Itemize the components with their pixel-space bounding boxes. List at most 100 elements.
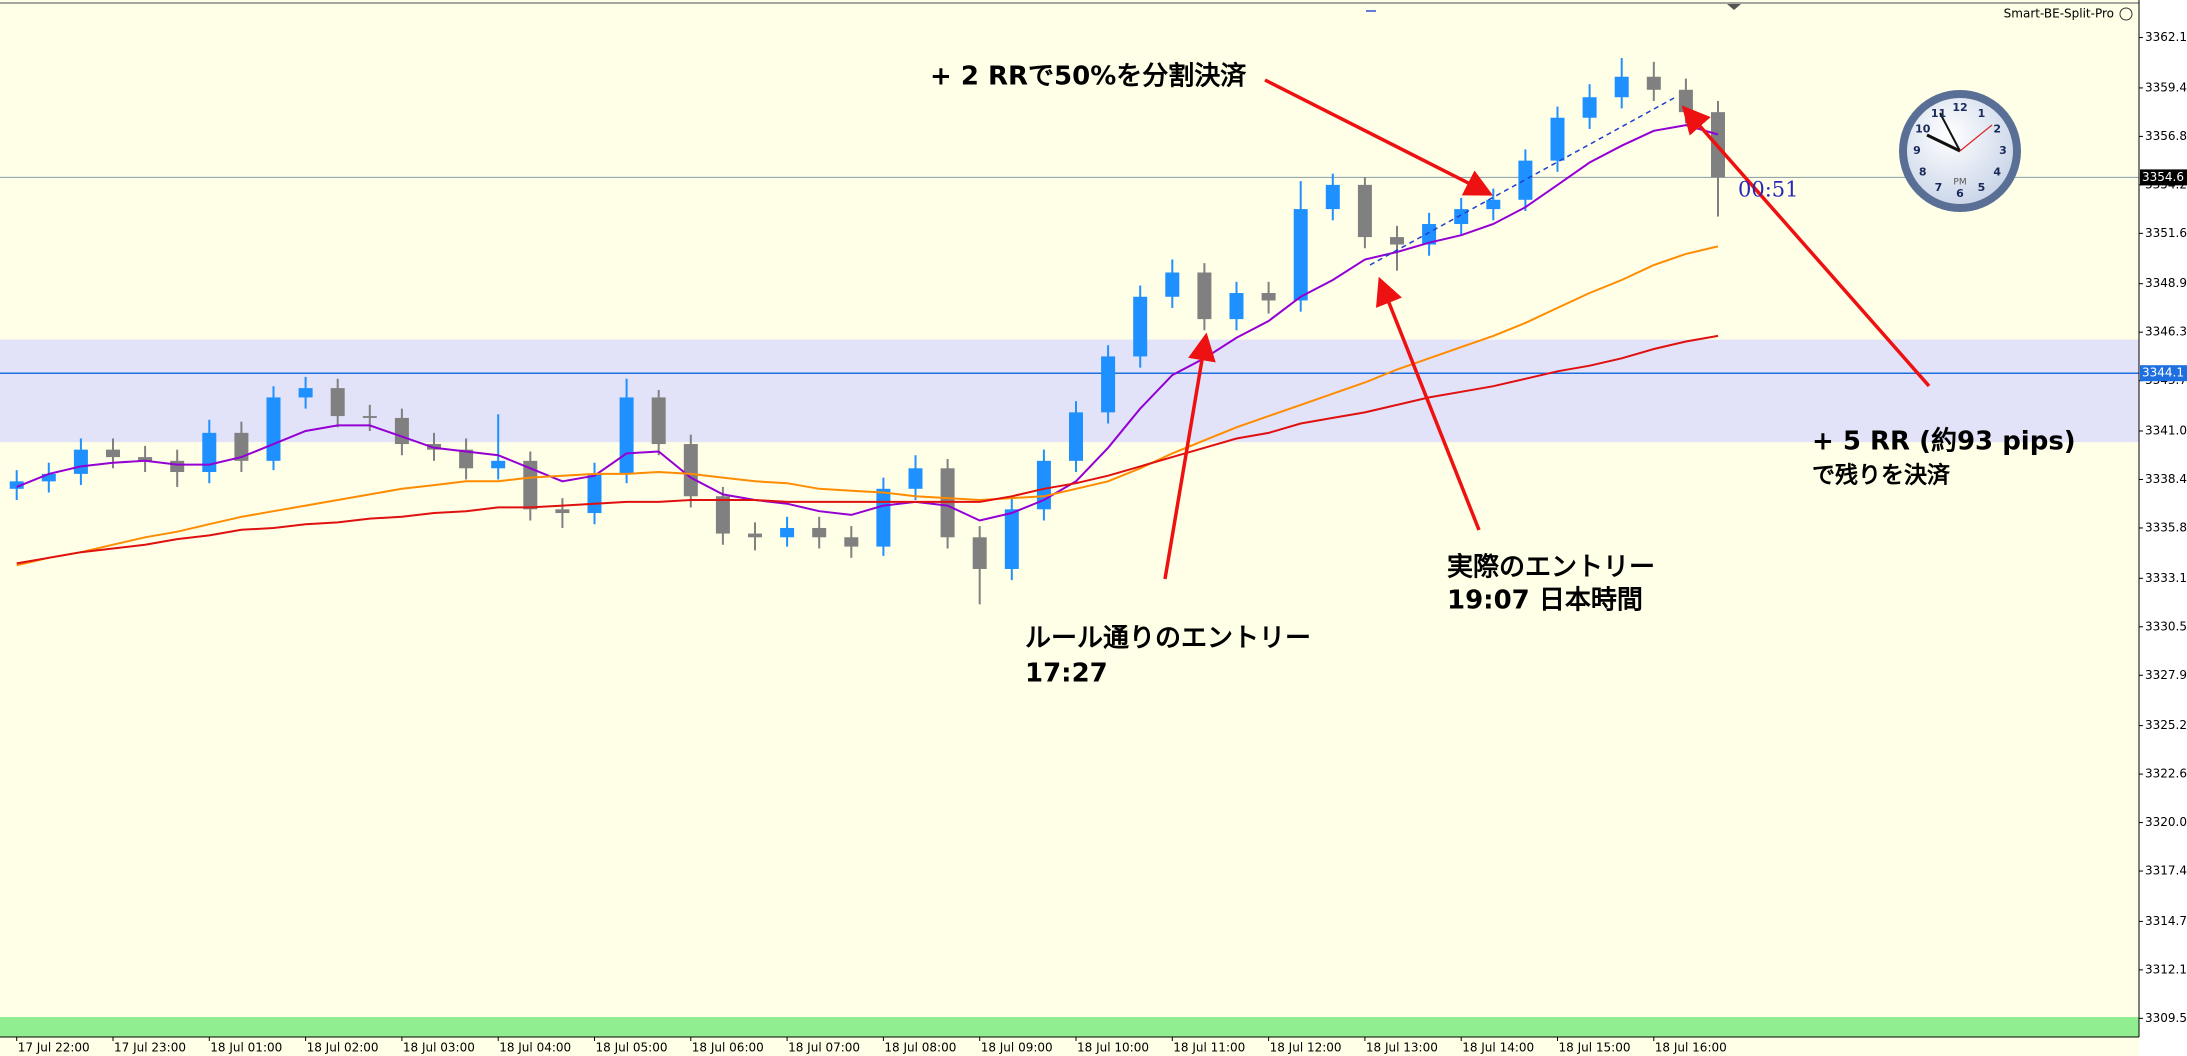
clock-number: 10	[1915, 123, 1931, 136]
candle-body	[619, 397, 634, 474]
ea-label: Smart-BE-Split-Pro	[2004, 7, 2114, 21]
clock-number: 4	[1993, 166, 2001, 179]
clock-number: 9	[1913, 144, 1921, 157]
annotation: で残りを決済	[1812, 462, 1951, 489]
candle-body	[555, 509, 570, 514]
x-tick-label: 18 Jul 09:00	[981, 1041, 1053, 1055]
arrow	[1163, 332, 1216, 580]
candle-body	[1646, 76, 1661, 90]
candle-body	[491, 460, 506, 469]
annotation: 19:07 日本時間	[1447, 586, 1643, 616]
x-tick-label: 18 Jul 13:00	[1366, 1041, 1438, 1055]
x-tick-label: 18 Jul 15:00	[1559, 1041, 1631, 1055]
level-label: 3344.1	[2142, 366, 2184, 380]
bid-label-bg	[2140, 169, 2187, 186]
candle-body	[1518, 160, 1533, 200]
candle-body	[1422, 224, 1437, 245]
clock-number: 12	[1952, 101, 1967, 114]
y-tick-label: 3341.0	[2145, 423, 2187, 437]
annotation: ルール通りのエントリー	[1025, 624, 1311, 654]
candle-body	[1454, 209, 1469, 225]
y-tick-label: 3317.4	[2145, 864, 2187, 878]
level-label-bg	[2140, 365, 2187, 382]
clock-number: 8	[1919, 166, 1927, 179]
clock-number: 11	[1931, 107, 1946, 120]
y-tick-label: 3351.6	[2145, 226, 2187, 240]
moving-average	[16, 124, 1719, 522]
y-tick-label: 3359.4	[2145, 80, 2187, 94]
moving-average	[16, 334, 1719, 565]
candle-body	[1325, 184, 1340, 210]
bar-timer: 00:51	[1738, 178, 1799, 202]
candle-body	[234, 432, 249, 461]
clock-number: 2	[1993, 123, 2001, 136]
candle-body	[330, 388, 345, 417]
annotation: 実際のエントリー	[1447, 552, 1655, 583]
x-tick-label: 18 Jul 04:00	[499, 1041, 571, 1055]
x-tick-label: 18 Jul 11:00	[1173, 1041, 1245, 1055]
x-tick-label: 18 Jul 01:00	[210, 1041, 282, 1055]
candle-body	[394, 417, 409, 445]
trade-line	[1369, 97, 1675, 266]
y-tick-label: 3327.9	[2145, 668, 2187, 682]
y-tick-label: 3338.4	[2145, 472, 2187, 486]
y-tick-label: 3309.5	[2145, 1011, 2187, 1025]
candle-body	[523, 460, 538, 510]
candle-body	[1582, 97, 1597, 118]
arrow	[1264, 78, 1494, 196]
candle-body	[876, 488, 891, 547]
moving-average	[16, 245, 1719, 567]
y-tick-label: 3314.7	[2145, 914, 2187, 928]
y-tick-label: 3362.1	[2145, 30, 2187, 44]
y-tick-label: 3320.0	[2145, 815, 2187, 829]
clock-number: 3	[1999, 144, 2007, 157]
candle-body	[362, 416, 377, 418]
arrow	[1376, 276, 1481, 531]
x-tick-label: 18 Jul 14:00	[1462, 1041, 1534, 1055]
x-tick-label: 18 Jul 10:00	[1077, 1041, 1149, 1055]
candle-body	[1069, 412, 1083, 461]
candle-body	[683, 444, 698, 497]
x-tick-label: 18 Jul 07:00	[788, 1041, 860, 1055]
candle-body	[1390, 237, 1404, 245]
y-tick-label: 3348.9	[2145, 276, 2187, 290]
candle-body	[1614, 76, 1629, 98]
x-tick-label: 17 Jul 23:00	[114, 1041, 186, 1055]
candle-body	[106, 449, 120, 458]
x-tick-label: 18 Jul 05:00	[596, 1041, 668, 1055]
candle-body	[41, 473, 56, 482]
x-tick-label: 18 Jul 08:00	[884, 1041, 956, 1055]
candle-body	[1197, 272, 1212, 320]
candle-body	[715, 496, 730, 534]
x-tick-label: 18 Jul 16:00	[1655, 1041, 1727, 1055]
candle-body	[73, 449, 88, 474]
y-tick-label: 3346.3	[2145, 325, 2187, 339]
candle-body	[844, 537, 859, 547]
candle-body	[1357, 184, 1372, 238]
y-tick-label: 3330.5	[2145, 619, 2187, 633]
x-tick-label: 17 Jul 22:00	[18, 1041, 90, 1055]
y-tick-label: 3322.6	[2145, 767, 2187, 781]
y-tick-label: 3312.1	[2145, 962, 2187, 976]
hour-hand	[1926, 133, 1961, 153]
candle-body	[587, 473, 602, 514]
x-tick-label: 18 Jul 06:00	[692, 1041, 764, 1055]
candle-body	[908, 468, 923, 489]
candle-body	[1486, 199, 1501, 210]
candle-body	[9, 481, 24, 489]
annotation: + 5 RR (約93 pips)	[1812, 426, 2076, 457]
candle-body	[780, 527, 795, 538]
y-tick-label: 3333.1	[2145, 571, 2187, 585]
candle-body	[1004, 509, 1019, 569]
y-tick-label: 3356.8	[2145, 129, 2187, 143]
minute-hand	[1939, 112, 1961, 152]
candle-body	[266, 397, 281, 461]
x-tick-label: 18 Jul 03:00	[403, 1041, 475, 1055]
candle-body	[1101, 356, 1116, 413]
candle-body	[138, 457, 153, 461]
clock-number: 7	[1935, 181, 1943, 194]
indicator-band	[0, 1017, 2139, 1037]
candle-body	[1165, 272, 1180, 297]
clock-period: PM	[1953, 178, 1966, 188]
